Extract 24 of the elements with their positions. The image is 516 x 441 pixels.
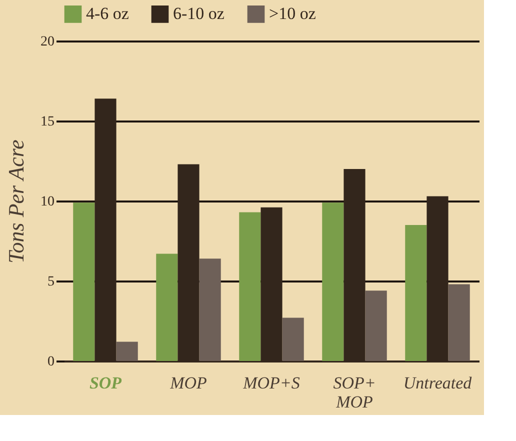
bar <box>448 284 470 361</box>
y-tick-label: 5 <box>48 274 54 290</box>
y-tick-label: 20 <box>40 34 54 50</box>
x-tick-label: Untreated <box>403 374 472 392</box>
legend-label: 4-6 oz <box>86 4 130 24</box>
y-tick-label: 0 <box>48 354 54 370</box>
y-tick-label: 10 <box>40 194 54 210</box>
bar <box>116 342 138 361</box>
bar <box>73 202 95 361</box>
y-axis-title: Tons Per Acre <box>4 139 28 264</box>
x-tick-label: SOP <box>89 374 122 392</box>
bar <box>365 290 387 361</box>
x-tick-label: MOP+S <box>242 374 300 392</box>
bar <box>405 225 427 361</box>
x-tick-label: MOP <box>169 374 207 392</box>
bar <box>239 212 261 361</box>
x-tick-label: SOP+ MOP <box>333 374 376 412</box>
bar <box>282 318 304 361</box>
legend-label: >10 oz <box>269 4 316 24</box>
y-tick-label: 15 <box>40 114 54 130</box>
bar <box>199 258 221 361</box>
bar <box>156 254 178 361</box>
legend-label: 6-10 oz <box>173 4 225 24</box>
bar <box>322 202 344 361</box>
